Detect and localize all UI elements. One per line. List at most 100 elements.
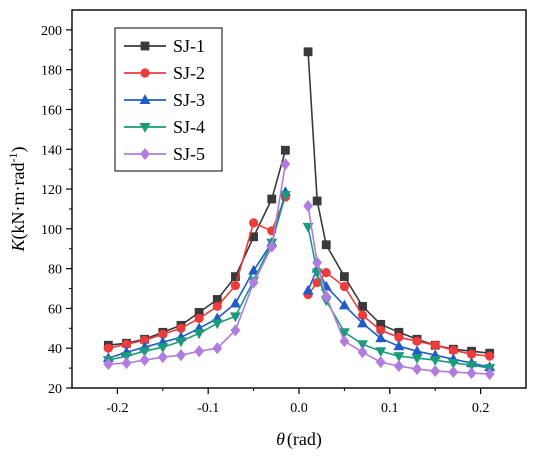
data-point bbox=[157, 351, 168, 364]
x-axis-ticks: -0.2 -0.1 0.0 0.1 0.2 bbox=[106, 388, 489, 416]
data-point bbox=[139, 354, 150, 367]
legend: SJ-1 SJ-2 SJ-3 SJ-4 SJ-5 bbox=[114, 27, 223, 172]
legend-item-sj-5: SJ-5 bbox=[124, 144, 205, 164]
y-axis-unit: (kN·m·rad bbox=[8, 163, 29, 240]
x-axis-symbol: θ bbox=[276, 429, 285, 449]
data-point bbox=[120, 352, 132, 362]
data-point bbox=[338, 328, 350, 339]
legend-label: SJ-2 bbox=[173, 63, 205, 83]
data-point bbox=[357, 317, 369, 328]
legend-swatch-marker bbox=[140, 147, 150, 161]
x-axis-title: θ (rad) bbox=[276, 429, 322, 450]
y-tick-label: 160 bbox=[41, 103, 62, 118]
x-tick-label: 0.0 bbox=[290, 401, 308, 416]
data-point bbox=[321, 268, 331, 278]
series-sj-5 bbox=[103, 158, 495, 381]
y-tick-label: 140 bbox=[41, 143, 62, 158]
data-point bbox=[176, 323, 186, 333]
legend-swatch-marker bbox=[139, 123, 151, 133]
data-point bbox=[411, 354, 423, 364]
data-point bbox=[229, 297, 241, 308]
data-point bbox=[230, 324, 241, 337]
data-point bbox=[211, 319, 223, 330]
data-point bbox=[358, 302, 367, 311]
data-point bbox=[484, 368, 495, 381]
legend-label: SJ-4 bbox=[173, 117, 205, 137]
data-point bbox=[485, 351, 495, 361]
y-axis-ticks: 20 40 60 80 100 120 140 160 180 200 bbox=[41, 24, 72, 397]
data-point bbox=[267, 194, 277, 204]
data-point bbox=[466, 349, 477, 359]
data-point bbox=[121, 357, 132, 370]
data-point bbox=[447, 359, 459, 369]
legend-swatch-marker bbox=[140, 68, 150, 78]
data-point bbox=[266, 240, 277, 253]
data-point bbox=[357, 340, 369, 351]
data-point bbox=[412, 336, 422, 346]
x-tick-label: -0.2 bbox=[106, 401, 128, 416]
data-point bbox=[212, 301, 222, 312]
data-point bbox=[393, 360, 404, 373]
data-point bbox=[230, 280, 241, 291]
data-point bbox=[280, 158, 291, 171]
y-axis-symbol: K bbox=[8, 238, 28, 252]
x-tick-label: -0.1 bbox=[197, 401, 219, 416]
data-point bbox=[248, 276, 259, 289]
data-point bbox=[394, 332, 404, 342]
data-point bbox=[193, 329, 205, 340]
x-tick-label: 0.2 bbox=[472, 401, 490, 416]
data-point bbox=[176, 349, 186, 362]
series-sj-2 bbox=[103, 192, 495, 361]
data-point bbox=[231, 272, 240, 281]
data-point bbox=[339, 272, 349, 281]
data-point bbox=[279, 191, 291, 201]
y-tick-label: 40 bbox=[48, 342, 62, 357]
legend-label: SJ-3 bbox=[173, 90, 205, 110]
y-axis-unit-superscript: -1 bbox=[6, 153, 20, 163]
data-point bbox=[229, 312, 241, 323]
data-point bbox=[248, 264, 260, 275]
legend-label: SJ-5 bbox=[173, 144, 205, 164]
legend-item-sj-4: SJ-4 bbox=[124, 117, 205, 137]
data-point bbox=[412, 363, 422, 376]
data-point bbox=[448, 345, 458, 355]
legend-swatch-marker bbox=[139, 94, 151, 104]
y-axis-title: K(kN·m·rad-1) bbox=[6, 147, 29, 253]
y-axis-unit-close: ) bbox=[8, 147, 29, 153]
data-point bbox=[312, 256, 323, 269]
data-point bbox=[375, 347, 387, 358]
y-tick-label: 80 bbox=[48, 263, 62, 278]
data-point bbox=[194, 345, 205, 358]
legend-item-sj-3: SJ-3 bbox=[124, 90, 205, 110]
data-point bbox=[339, 281, 349, 292]
data-point bbox=[103, 343, 113, 353]
data-point bbox=[321, 290, 332, 303]
data-point bbox=[303, 47, 313, 57]
data-point bbox=[103, 358, 114, 371]
series-line-pos bbox=[307, 51, 490, 354]
y-tick-label: 100 bbox=[41, 223, 62, 238]
data-point bbox=[338, 299, 350, 310]
x-axis-unit: (rad) bbox=[287, 429, 322, 450]
data-point bbox=[194, 313, 204, 323]
legend-swatch-marker bbox=[140, 41, 150, 51]
data-point bbox=[321, 240, 331, 250]
data-point bbox=[430, 340, 440, 350]
legend-item-sj-2: SJ-2 bbox=[124, 63, 205, 83]
data-point bbox=[448, 366, 459, 379]
x-tick-label: 0.1 bbox=[381, 401, 399, 416]
y-tick-label: 180 bbox=[41, 64, 62, 79]
data-point bbox=[393, 352, 405, 362]
y-tick-label: 120 bbox=[41, 183, 62, 198]
data-point bbox=[466, 361, 478, 371]
data-point bbox=[357, 346, 368, 359]
data-point bbox=[375, 356, 386, 369]
data-point bbox=[312, 196, 322, 206]
data-point bbox=[466, 367, 477, 380]
y-tick-label: 60 bbox=[48, 302, 62, 317]
series-group bbox=[102, 47, 496, 381]
data-point bbox=[280, 145, 290, 155]
data-point bbox=[429, 356, 441, 366]
data-point bbox=[212, 342, 223, 355]
